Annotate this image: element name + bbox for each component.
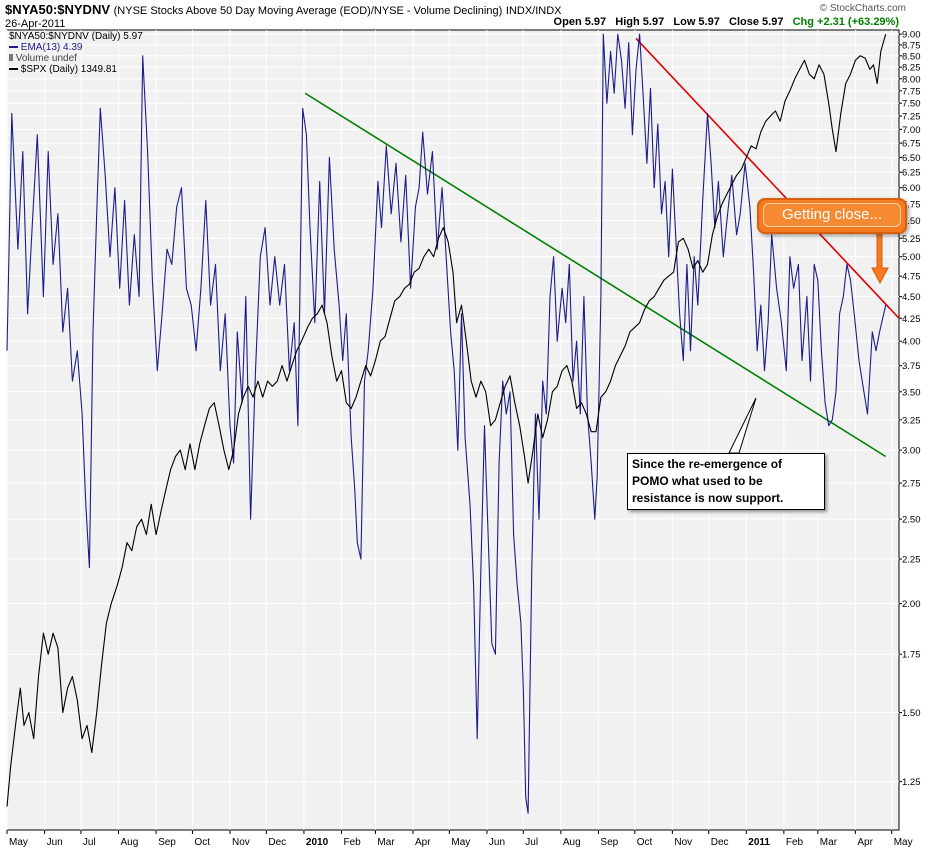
y-tick-label: 3.25 xyxy=(902,415,921,426)
x-tick-label: Jun xyxy=(489,837,505,848)
y-axis: 9.008.758.508.258.007.75 7.50 7.25 7.00 6.75… xyxy=(899,30,921,788)
y-tick-label: 2.00 xyxy=(902,599,921,610)
x-tick-label: Mar xyxy=(820,837,838,848)
y-tick-label: 5.75 xyxy=(902,199,921,210)
x-tick-label: Aug xyxy=(121,837,139,848)
legend-ema-label: EMA(13) 4.39 xyxy=(20,42,83,53)
y-tick-label: 8.50 xyxy=(902,51,921,62)
spx-series-line xyxy=(6,34,887,807)
y-tick-label: 4.00 xyxy=(902,337,921,348)
y-tick-label: 2.50 xyxy=(902,515,921,526)
pomo-note-line-1: Since the re-emergence of xyxy=(632,457,783,471)
ohlc-readout: Open 5.97 High 5.97 Low 5.97 Close 5.97 … xyxy=(554,16,899,28)
y-tick-label: 1.75 xyxy=(902,650,921,661)
y-tick-label: 4.25 xyxy=(902,314,921,325)
trendlines xyxy=(304,37,900,458)
annotation-arrows xyxy=(728,231,889,454)
legend-spx: $SPX (Daily) 1349.81 xyxy=(9,64,143,75)
legend-spx-swatch xyxy=(9,68,18,71)
y-tick-label: 6.75 xyxy=(902,139,921,150)
chart-title: $NYA50:$NYDNV (NYSE Stocks Above 50 Day … xyxy=(5,2,562,17)
low-value: Low 5.97 xyxy=(673,16,720,28)
y-tick-label: 3.50 xyxy=(902,387,921,398)
ratio-series-line xyxy=(6,33,887,814)
series-group xyxy=(6,33,887,814)
x-tick-label: Jun xyxy=(47,837,63,848)
y-tick-label: 7.50 xyxy=(902,99,921,110)
exchange-label: INDX/INDX xyxy=(505,5,562,17)
y-tick-label: 8.75 xyxy=(902,40,921,51)
y-tick-label: 5.00 xyxy=(902,252,921,263)
x-tick-label: Dec xyxy=(268,837,286,848)
x-tick-label: May xyxy=(451,837,470,848)
legend-main: $NYA50:$NYDNV (Daily) 5.97 xyxy=(9,31,143,42)
y-tick-label: 4.50 xyxy=(902,292,921,303)
x-tick-label: Oct xyxy=(637,837,653,848)
green-support-trendline xyxy=(304,92,887,458)
y-tick-label: 6.00 xyxy=(902,183,921,194)
x-tick-label: Jul xyxy=(525,837,538,848)
y-tick-label: 1.25 xyxy=(902,777,921,788)
x-tick-label: Feb xyxy=(344,837,362,848)
symbol-description: (NYSE Stocks Above 50 Day Moving Average… xyxy=(113,5,503,17)
legend-volume-label: Volume undef xyxy=(15,53,77,64)
legend: $NYA50:$NYDNV (Daily) 5.97 EMA(13) 4.39 … xyxy=(9,31,143,75)
x-tick-label: Oct xyxy=(194,837,210,848)
y-tick-label: 9.00 xyxy=(902,30,921,41)
x-tick-label: 2010 xyxy=(306,837,329,848)
y-tick-label: 6.25 xyxy=(902,168,921,179)
y-tick-label: 2.25 xyxy=(902,555,921,566)
x-tick-label: Nov xyxy=(232,837,250,848)
legend-ema: EMA(13) 4.39 xyxy=(9,42,143,53)
change-value: Chg +2.31 (+63.29%) xyxy=(792,16,899,28)
y-tick-label: 2.75 xyxy=(902,479,921,490)
volume-bars-icon xyxy=(9,54,13,61)
x-tick-label: Feb xyxy=(786,837,804,848)
y-tick-label: 5.50 xyxy=(902,216,921,227)
x-tick-label: Sep xyxy=(600,837,618,848)
y-tick-label: 7.75 xyxy=(902,86,921,97)
y-tick-label: 4.75 xyxy=(902,272,921,283)
symbol-label: $NYA50:$NYDNV xyxy=(5,2,111,17)
x-axis: May Jun Jul Aug Sep Oct Nov Dec 2010 Feb Mar Apr May… xyxy=(6,830,913,848)
y-tick-label: 6.50 xyxy=(902,153,921,164)
x-tick-label: Aug xyxy=(563,837,581,848)
x-tick-label: Nov xyxy=(674,837,692,848)
y-tick-label: 8.25 xyxy=(902,63,921,74)
x-tick-label: Apr xyxy=(857,837,873,848)
red-resistance-trendline xyxy=(635,37,900,319)
x-tick-label: Mar xyxy=(377,837,395,848)
y-tick-label: 7.00 xyxy=(902,125,921,136)
brand-label: © StockCharts.com xyxy=(819,3,906,14)
x-tick-label: Dec xyxy=(711,837,729,848)
orange-down-arrow xyxy=(871,231,889,285)
open-value: Open 5.97 xyxy=(553,16,607,28)
legend-volume: Volume undef xyxy=(9,53,143,64)
getting-close-bubble: Getting close... xyxy=(757,198,907,234)
y-tick-label: 3.75 xyxy=(902,361,921,372)
y-tick-label: 7.25 xyxy=(902,112,921,123)
pomo-note: Since the re-emergence of POMO what used… xyxy=(627,453,825,510)
y-tick-label: 8.00 xyxy=(902,74,921,85)
pomo-note-line-2: POMO what used to be xyxy=(632,474,763,488)
chart-date: 26-Apr-2011 xyxy=(5,18,66,30)
y-tick-label: 3.00 xyxy=(902,446,921,457)
x-tick-label: Apr xyxy=(415,837,431,848)
legend-spx-label: $SPX (Daily) 1349.81 xyxy=(20,64,117,75)
legend-ema-swatch xyxy=(9,46,18,49)
close-value: Close 5.97 xyxy=(729,16,784,28)
y-tick-label: 5.25 xyxy=(902,234,921,245)
x-tick-label: 2011 xyxy=(748,837,770,848)
x-tick-label: Sep xyxy=(158,837,176,848)
x-tick-label: May xyxy=(894,837,913,848)
pomo-note-line-3: resistance is now support. xyxy=(632,491,784,505)
x-tick-label: May xyxy=(9,837,28,848)
y-tick-label: 1.50 xyxy=(902,708,921,719)
x-tick-label: Jul xyxy=(83,837,96,848)
high-value: High 5.97 xyxy=(615,16,665,28)
getting-close-label: Getting close... xyxy=(763,203,901,227)
